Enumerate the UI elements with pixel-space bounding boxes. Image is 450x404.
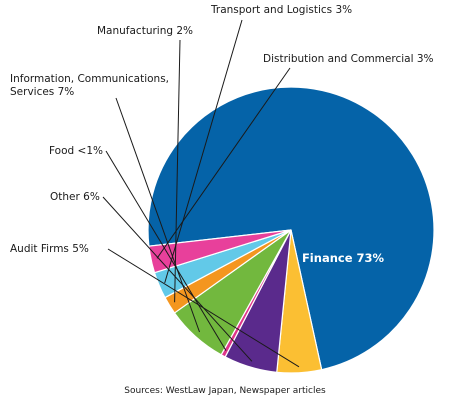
leader-line-information-communications-services [115, 97, 200, 333]
slice-distribution-and-commercial [148, 229, 292, 274]
label-other: Other 6% [50, 191, 100, 203]
pie-labels: Finance 73% Audit Firms 5% Other 6% Food <1… [10, 4, 434, 368]
label-finance: Finance 73% [302, 251, 385, 265]
leader-line-other [102, 196, 253, 362]
label-transport-and-logistics: Transport and Logistics 3% [210, 4, 352, 16]
label-food: Food <1% [49, 145, 103, 157]
label-audit-firms: Audit Firms 5% [10, 243, 89, 255]
label-manufacturing: Manufacturing 2% [97, 25, 193, 37]
source-note: Sources: WestLaw Japan, Newspaper articl… [124, 386, 326, 396]
leader-line-food [105, 150, 227, 351]
label-information-communications-services: Information, Communications, Services 7% [10, 73, 169, 98]
pie-slices [147, 86, 435, 374]
slice-finance [147, 86, 435, 371]
leader-line-distribution-and-commercial [156, 67, 291, 259]
label-distribution-and-commercial: Distribution and Commercial 3% [263, 53, 434, 65]
leader-line-manufacturing [174, 39, 181, 303]
leader-line-transport-and-logistics [164, 19, 243, 284]
